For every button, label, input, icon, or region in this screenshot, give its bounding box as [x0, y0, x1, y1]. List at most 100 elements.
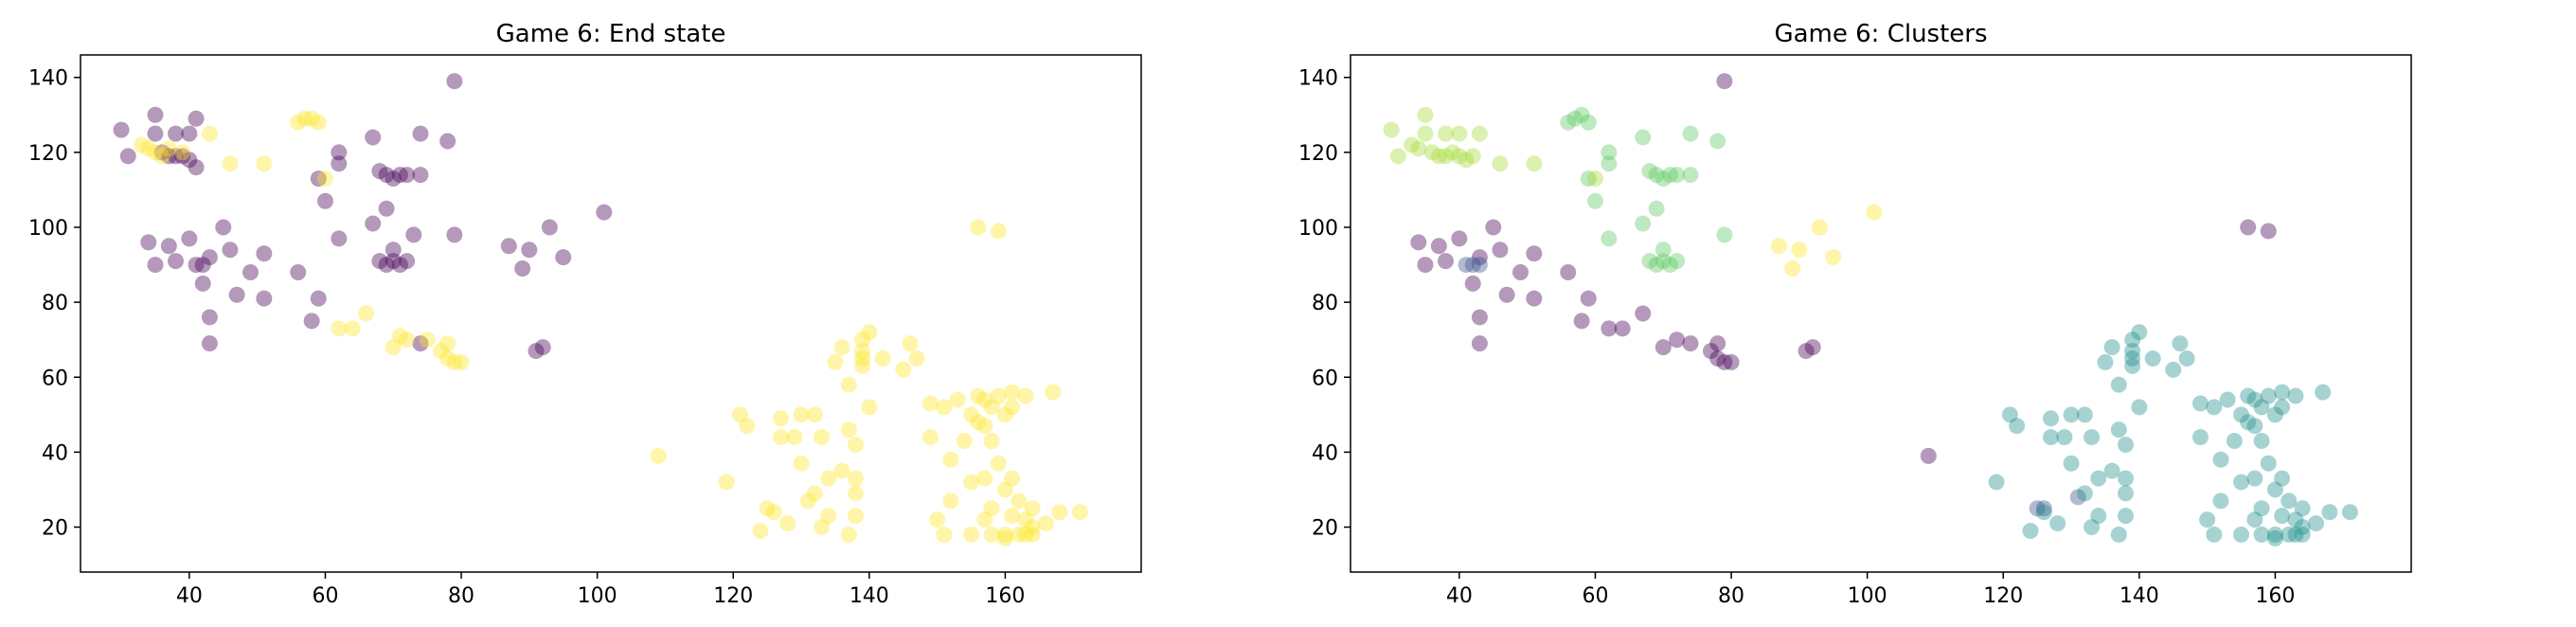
data-point	[2287, 526, 2304, 543]
data-point	[541, 219, 558, 236]
data-point	[113, 121, 130, 138]
data-point	[1580, 114, 1597, 131]
data-point	[847, 436, 864, 453]
data-point	[222, 155, 239, 172]
data-point	[331, 230, 348, 247]
data-point	[1798, 343, 1815, 360]
data-point	[1017, 511, 1034, 528]
data-point	[228, 286, 245, 303]
data-point	[521, 242, 538, 259]
data-point	[596, 204, 613, 221]
data-point	[2226, 433, 2243, 450]
data-point	[1011, 493, 1028, 510]
data-point	[772, 429, 789, 446]
data-point	[996, 406, 1013, 423]
data-point	[555, 249, 572, 266]
data-point	[854, 357, 871, 374]
data-point	[847, 508, 864, 525]
data-point	[2063, 455, 2080, 472]
data-point	[2172, 335, 2189, 352]
data-point	[2233, 406, 2250, 423]
data-point	[1512, 263, 1529, 280]
data-point	[1389, 148, 1406, 165]
data-point	[1526, 245, 1543, 262]
data-point	[1004, 508, 1021, 525]
data-point	[2117, 485, 2134, 502]
data-point	[814, 429, 831, 446]
data-point	[290, 114, 307, 131]
data-point	[1410, 140, 1427, 157]
data-point	[718, 474, 735, 491]
data-point	[168, 148, 185, 165]
data-point	[1661, 257, 1678, 274]
data-point	[290, 263, 307, 280]
data-point	[1655, 170, 1672, 188]
data-point	[310, 114, 327, 131]
data-point	[2124, 357, 2141, 374]
data-point	[936, 526, 953, 543]
data-point	[1635, 305, 1652, 322]
data-point	[310, 170, 327, 188]
data-point	[1648, 200, 1665, 217]
data-point	[188, 159, 205, 176]
y-tick-label: 100	[28, 217, 68, 241]
data-point	[2178, 349, 2195, 367]
data-point	[1661, 167, 1678, 184]
data-point	[140, 140, 157, 157]
data-point	[371, 253, 388, 270]
data-point	[2253, 500, 2270, 517]
data-point	[2084, 429, 2101, 446]
data-point	[921, 429, 939, 446]
data-point	[1723, 353, 1740, 370]
data-point	[854, 349, 871, 367]
data-point	[1417, 125, 1434, 142]
data-point	[2253, 433, 2270, 450]
data-point	[358, 305, 375, 322]
data-point	[1438, 148, 1455, 165]
data-point	[201, 309, 218, 326]
data-point	[1655, 339, 1672, 356]
y-tick-label: 140	[1298, 67, 1338, 91]
data-point	[1655, 253, 1672, 270]
data-point	[2124, 331, 2141, 349]
y-tick-label: 60	[42, 367, 68, 390]
data-point	[310, 290, 327, 307]
data-point	[1451, 125, 1468, 142]
data-point	[1682, 125, 1699, 142]
data-point	[1560, 114, 1577, 131]
data-point	[1791, 242, 1808, 259]
data-point	[1601, 320, 1618, 337]
data-point	[1669, 253, 1686, 270]
data-point	[1580, 290, 1597, 307]
data-point	[2266, 481, 2283, 498]
data-point	[331, 320, 348, 337]
data-point	[378, 167, 395, 184]
data-point	[949, 391, 966, 408]
data-point	[990, 455, 1007, 472]
data-point	[1471, 257, 1488, 274]
data-point	[2117, 470, 2134, 487]
data-point	[453, 353, 470, 370]
data-point	[1471, 309, 1488, 326]
data-point	[439, 133, 456, 150]
data-point	[2260, 387, 2277, 404]
y-tick-label: 140	[28, 67, 68, 91]
data-point	[1648, 257, 1665, 274]
data-point	[147, 257, 164, 274]
data-point	[2090, 508, 2107, 525]
data-point	[174, 144, 191, 161]
data-point	[827, 353, 844, 370]
data-point	[385, 170, 402, 188]
data-point	[996, 526, 1013, 543]
data-point	[2219, 391, 2236, 408]
data-point	[1438, 253, 1455, 270]
data-point	[1709, 349, 1726, 367]
data-point	[970, 414, 987, 431]
data-point	[391, 328, 408, 345]
x-tick-label: 40	[176, 584, 203, 608]
data-point	[391, 167, 408, 184]
data-point	[2090, 470, 2107, 487]
data-point	[963, 406, 980, 423]
data-point	[1641, 253, 1658, 270]
x-tick-label: 120	[713, 584, 753, 608]
